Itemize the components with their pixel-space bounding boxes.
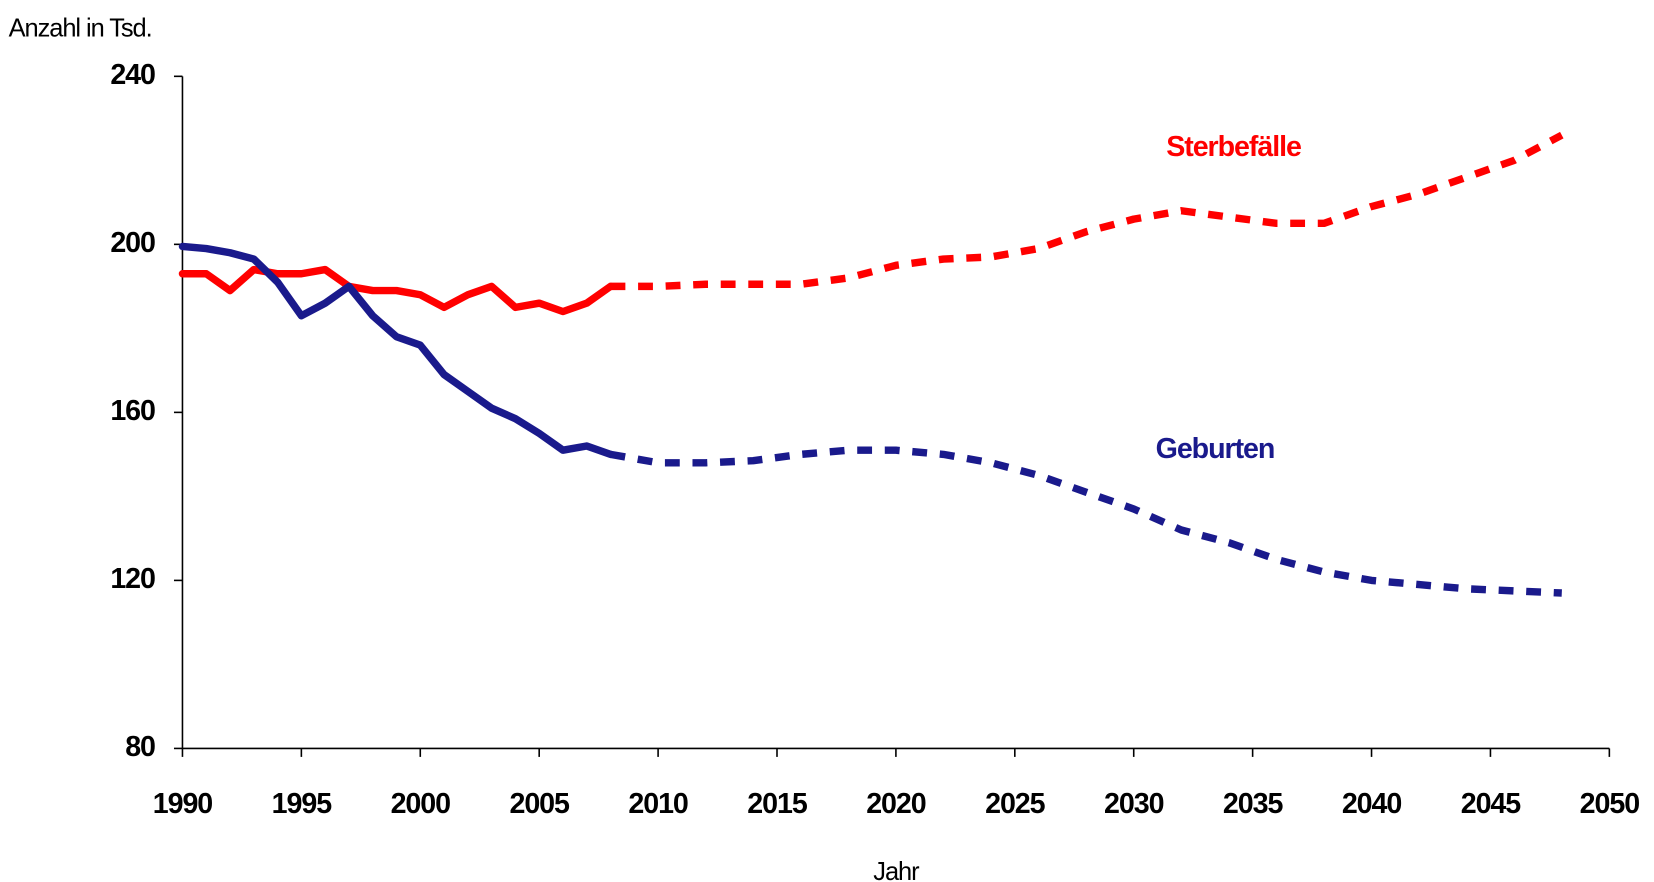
x-tick-label: 2035 xyxy=(1223,788,1284,820)
x-tick-label: 2015 xyxy=(747,788,808,820)
y-tick-label: 120 xyxy=(110,563,155,595)
x-tick-label: 2005 xyxy=(509,788,570,820)
series-label: Geburten xyxy=(1156,433,1275,465)
projection-line xyxy=(610,131,1564,291)
y-tick-label: 200 xyxy=(110,227,155,259)
x-tick-label: 2000 xyxy=(391,788,451,820)
y-tick-label: 80 xyxy=(125,731,155,763)
y-tick-label: 160 xyxy=(110,395,155,427)
x-tick-label: 2025 xyxy=(985,788,1046,820)
y-axis-title: Anzahl in Tsd. xyxy=(9,14,152,42)
x-tick-label: 2050 xyxy=(1580,788,1640,820)
x-axis-title: Jahr xyxy=(873,858,920,882)
solid-line xyxy=(178,242,615,459)
x-tick-label: 2010 xyxy=(628,788,688,820)
projection-line xyxy=(609,446,1562,597)
x-tick-label: 1990 xyxy=(153,788,213,820)
x-tick-label: 2030 xyxy=(1104,788,1164,820)
x-tick-label: 2045 xyxy=(1461,788,1522,820)
x-tick-label: 1995 xyxy=(272,788,333,820)
x-tick-label: 2020 xyxy=(866,788,926,820)
series-label: Sterbefälle xyxy=(1166,131,1301,163)
x-tick-label: 2040 xyxy=(1342,788,1402,820)
solid-line xyxy=(178,265,615,316)
y-tick-label: 240 xyxy=(110,59,155,91)
